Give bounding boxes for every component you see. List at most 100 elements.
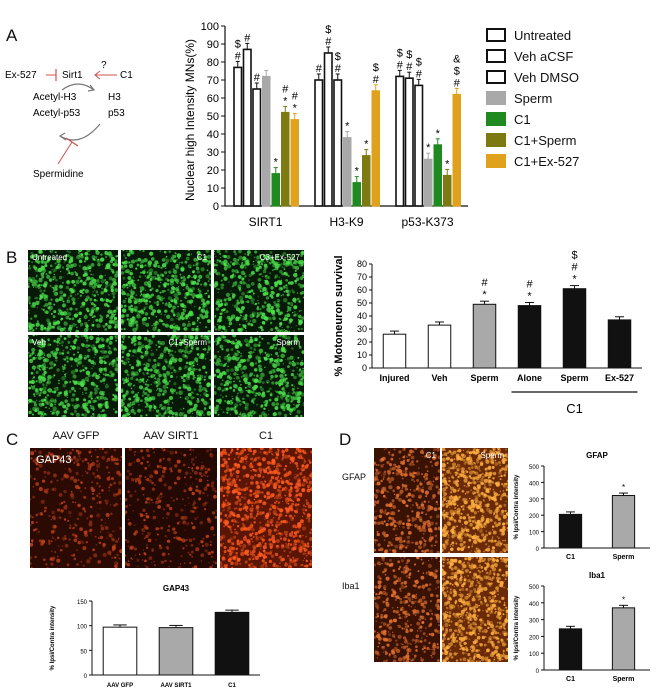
micrograph-label: Sperm [480, 451, 504, 460]
legend-entry: C1 [486, 110, 531, 128]
chart-a-plot: 0 10 20 30 40 50 60 70 80 90 100 Nuclear high Inten… [183, 21, 468, 229]
micrograph-column-title: AAV SIRT1 [143, 430, 199, 442]
significance-mark: # [325, 36, 332, 48]
diagram-inhibitor: Ex-527 [5, 70, 37, 81]
diagram-activator: C1 [120, 70, 133, 81]
significance-mark: $ [325, 24, 331, 36]
y-tick-label: 500 [529, 465, 540, 471]
y-tick-label: 50 [80, 649, 87, 655]
legend-swatch [486, 91, 506, 105]
y-tick-label: 20 [357, 337, 367, 347]
significance-mark: $ [397, 47, 403, 59]
micrograph-c: GAP43 [30, 448, 122, 568]
legend-label: C1 [514, 111, 531, 127]
bar [395, 75, 405, 207]
y-tick-label: 60 [357, 285, 367, 295]
x-tick-label: AAV SIRT1 [161, 683, 193, 689]
micrograph-b: Sperm [214, 335, 304, 417]
y-tick-label: 500 [529, 585, 540, 591]
micrograph-b: C3+Ex-527 [214, 250, 304, 332]
bar [382, 333, 407, 369]
significance-mark: * [426, 142, 431, 154]
bar [271, 173, 280, 207]
chart-title: GAP43 [163, 584, 190, 593]
significance-mark: $ [235, 38, 241, 50]
panel-label-d: D [339, 430, 352, 449]
x-tick-label: SIRT1 [249, 215, 283, 229]
legend-entry: Veh DMSO [486, 68, 579, 86]
significance-mark: * [572, 274, 577, 286]
legend-label: C1+Ex-527 [514, 153, 580, 169]
bar [333, 79, 343, 207]
y-tick-label: 40 [357, 311, 367, 321]
legend-entry: C1+Ex-527 [486, 152, 579, 170]
y-tick-label: 90 [207, 39, 219, 51]
bar [323, 52, 333, 207]
bar [611, 495, 636, 549]
x-tick-label: Alone [517, 373, 542, 383]
significance-mark: # [416, 68, 423, 80]
y-tick-label: 40 [207, 129, 219, 141]
significance-mark: & [453, 53, 461, 65]
micrograph-label: C3+Ex-527 [259, 253, 300, 262]
micrograph-label: C1 [196, 253, 207, 262]
legend-label: Veh DMSO [514, 69, 580, 85]
y-tick-label: 0 [213, 201, 219, 213]
y-axis-label: Nuclear high Intensity MNs(%) [183, 39, 197, 201]
y-tick-label: 100 [529, 652, 540, 658]
significance-mark: # [481, 277, 488, 289]
panel-b-micrographs: Untreated C1 C3+Ex-527 Veh C1+Sperm Sperm [28, 250, 306, 418]
micrograph-c [125, 448, 217, 568]
significance-mark: # [526, 278, 533, 290]
bar [262, 75, 271, 207]
legend-swatch [486, 70, 506, 84]
significance-mark: # [454, 77, 461, 89]
micrograph-label: Veh [32, 338, 46, 347]
diagram-h3: H3 [108, 92, 121, 103]
y-tick-label: 200 [529, 635, 540, 641]
x-tick-label: AAV GFP [107, 683, 133, 689]
legend-label: Veh aCSF [514, 48, 574, 64]
y-tick-label: 0 [536, 547, 540, 553]
micrograph-c [220, 448, 312, 568]
bar [290, 119, 299, 207]
significance-mark: $ [454, 65, 460, 77]
micrograph-marker-label: GAP43 [36, 454, 72, 466]
micrograph-texture [30, 448, 122, 568]
bar [352, 182, 361, 207]
micrograph-label: C1+Sperm [168, 338, 207, 347]
y-tick-label: 400 [529, 481, 540, 487]
chart-title: Iba1 [589, 571, 606, 580]
chart-c-plot: GAP43 0 50 100 150 % Ipsi/Contra intensity AAV… [50, 584, 260, 689]
significance-mark: # [397, 59, 404, 71]
bar [233, 66, 243, 207]
x-tick-label: H3-K9 [329, 215, 363, 229]
panel-label-a: A [6, 26, 18, 45]
micrograph-b: C1+Sperm [121, 335, 211, 417]
chart-b-plot: 0 10 20 30 40 50 60 70 80 % Motoneuron survival In… [333, 250, 642, 416]
x-tick-label: Sperm [560, 373, 588, 383]
significance-mark: # [282, 83, 289, 95]
bar [214, 611, 250, 676]
y-tick-label: 30 [357, 324, 367, 334]
bar [472, 303, 497, 369]
significance-mark: * [274, 157, 279, 169]
diagram-target: Sirt1 [62, 70, 83, 81]
micrograph-texture [220, 448, 312, 568]
micrograph-label: Untreated [32, 253, 68, 262]
x-tick-label: Sperm [613, 554, 635, 561]
x-tick-label: C1 [228, 683, 236, 689]
significance-mark: * [622, 595, 625, 604]
micrograph-texture [28, 250, 118, 332]
x-tick-label: Ex-527 [605, 373, 634, 383]
micrograph-texture [28, 335, 118, 417]
micrograph-d: Sperm [442, 448, 508, 553]
significance-mark: # [335, 63, 342, 75]
significance-mark: $ [406, 49, 412, 61]
chart-b: 0 10 20 30 40 50 60 70 80 % Motoneuron survival In… [333, 250, 642, 416]
y-axis-label: % Motoneuron survival [333, 255, 345, 376]
significance-mark: # [406, 61, 413, 73]
y-axis-label: % Ipsi/Contra intensity [514, 595, 520, 660]
y-tick-label: 400 [529, 602, 540, 608]
legend-label: C1+Sperm [514, 132, 577, 148]
